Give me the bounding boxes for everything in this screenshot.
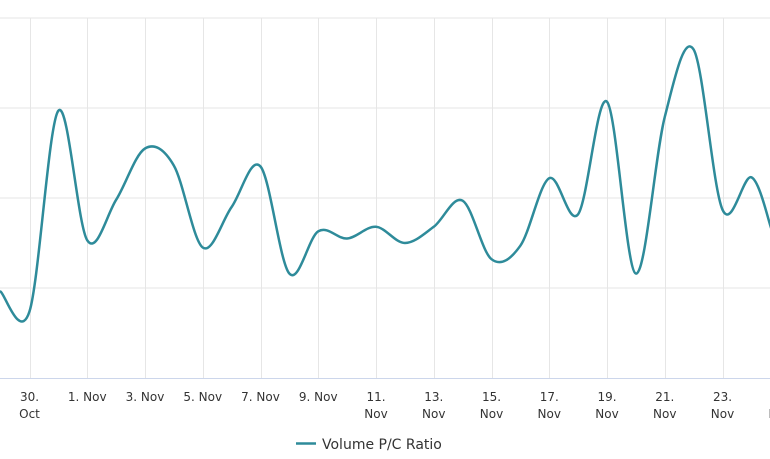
series-group[interactable] <box>0 45 770 323</box>
x-tick-label-line: 5. Nov <box>183 390 222 404</box>
x-tick-label: 5. Nov <box>183 390 222 404</box>
x-tick-label: 11. Nov <box>364 390 387 421</box>
series-line-volume-pc-ratio[interactable] <box>0 45 770 323</box>
x-tick-label-line: Nov <box>422 407 445 421</box>
x-tick-label: 25.Nov <box>769 390 770 421</box>
x-tick-label: 21. Nov <box>653 390 676 421</box>
chart-legend[interactable]: Volume P/C Ratio <box>296 437 442 453</box>
x-tick-label-line: 19. <box>597 390 616 404</box>
x-tick-label-line: 30. <box>20 390 39 404</box>
x-tick-label-line: 7. Nov <box>241 390 280 404</box>
x-tick-label-line: 13. <box>424 390 443 404</box>
x-tick-label-line: Nov <box>595 407 618 421</box>
chart-grid <box>0 17 770 378</box>
x-tick-label-line: 21. <box>655 390 674 404</box>
x-tick-label: 23. Nov <box>711 390 734 421</box>
x-tick-label-line: Nov <box>538 407 561 421</box>
x-tick-label-line: Nov <box>480 407 503 421</box>
x-tick-label-line: 15. <box>482 390 501 404</box>
x-tick-label-line: 9. Nov <box>299 390 338 404</box>
x-tick-label-line: Oct <box>19 407 40 421</box>
x-tick-label: 7. Nov <box>241 390 280 404</box>
x-tick-label-line: Nov <box>653 407 676 421</box>
legend-label-volume-pc-ratio: Volume P/C Ratio <box>322 437 442 453</box>
x-tick-label-line: 1. Nov <box>68 390 107 404</box>
x-tick-label-line: Nov <box>711 407 734 421</box>
x-tick-label-line: 11. <box>366 390 385 404</box>
x-tick-label: 17. Nov <box>538 390 561 421</box>
x-tick-label: 15. Nov <box>480 390 503 421</box>
x-tick-label: 1. Nov <box>68 390 107 404</box>
x-tick-label: 3. Nov <box>126 390 165 404</box>
x-tick-label: 9. Nov <box>299 390 338 404</box>
x-tick-label: 13. Nov <box>422 390 445 421</box>
x-tick-label-line: 17. <box>540 390 559 404</box>
x-tick-label-line: Nov <box>364 407 387 421</box>
x-tick-label-line: Nov <box>769 407 770 421</box>
x-tick-label-line: 23. <box>713 390 732 404</box>
x-tick-label-line: 3. Nov <box>126 390 165 404</box>
x-tick-label: 19. Nov <box>595 390 618 421</box>
x-tick-label: 30. Oct <box>19 390 40 421</box>
x-axis-tick-labels: 30. Oct 1. Nov 3. Nov 5. Nov 7. Nov 9. Nov 11. N… <box>19 390 770 421</box>
